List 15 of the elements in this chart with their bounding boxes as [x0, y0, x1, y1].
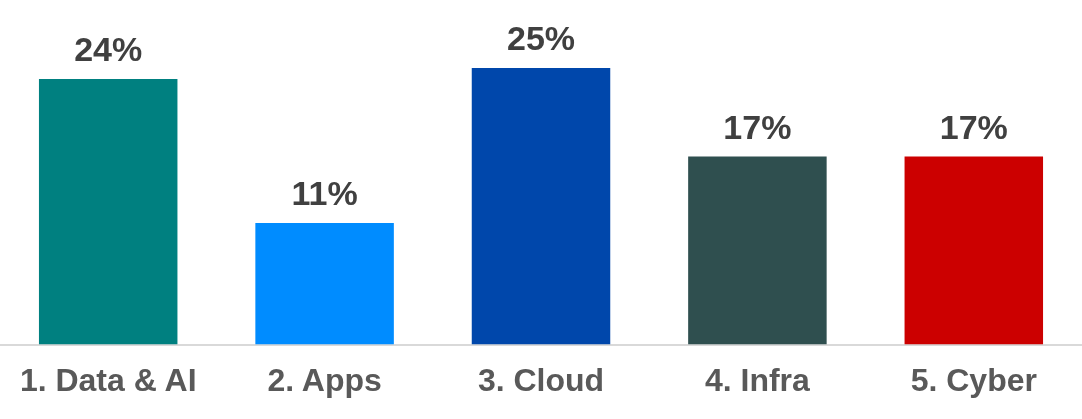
x-tick-label: 5. Cyber	[910, 361, 1037, 398]
x-tick-label: 4. Infra	[704, 361, 811, 398]
x-tick-label: 1. Data & AI	[19, 361, 197, 398]
x-tick-label: 3. Cloud	[477, 361, 605, 398]
bar	[904, 156, 1044, 345]
data-label: 11%	[291, 174, 358, 213]
bar	[471, 68, 611, 345]
bar	[688, 156, 827, 345]
bar	[255, 222, 394, 345]
data-label: 25%	[506, 19, 576, 58]
data-label: 17%	[939, 107, 1008, 146]
data-label: 24%	[74, 30, 143, 69]
x-tick-label: 2. Apps	[267, 361, 382, 398]
data-label: 17%	[723, 107, 792, 146]
bar	[38, 79, 178, 345]
